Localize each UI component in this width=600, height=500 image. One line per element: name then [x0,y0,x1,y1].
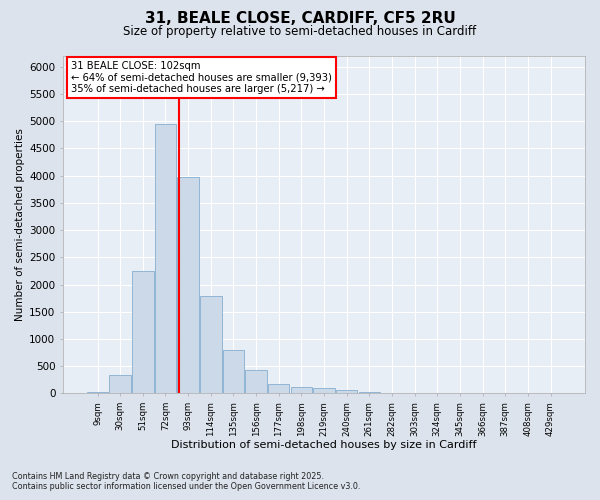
Bar [132,271,154,394]
Bar [404,393,425,394]
Bar [336,390,358,394]
Y-axis label: Number of semi-detached properties: Number of semi-detached properties [15,128,25,321]
Bar [381,392,403,394]
Text: Contains HM Land Registry data © Crown copyright and database right 2025.
Contai: Contains HM Land Registry data © Crown c… [12,472,361,491]
X-axis label: Distribution of semi-detached houses by size in Cardiff: Distribution of semi-detached houses by … [171,440,477,450]
Bar [87,392,108,394]
Bar [155,124,176,394]
Bar [109,376,131,394]
Bar [245,370,267,394]
Bar [313,388,335,394]
Bar [200,296,221,394]
Bar [178,177,199,394]
Text: Size of property relative to semi-detached houses in Cardiff: Size of property relative to semi-detach… [124,25,476,38]
Text: 31, BEALE CLOSE, CARDIFF, CF5 2RU: 31, BEALE CLOSE, CARDIFF, CF5 2RU [145,11,455,26]
Bar [290,387,312,394]
Bar [359,392,380,394]
Text: 31 BEALE CLOSE: 102sqm
← 64% of semi-detached houses are smaller (9,393)
35% of : 31 BEALE CLOSE: 102sqm ← 64% of semi-det… [71,61,332,94]
Bar [223,350,244,394]
Bar [268,384,289,394]
